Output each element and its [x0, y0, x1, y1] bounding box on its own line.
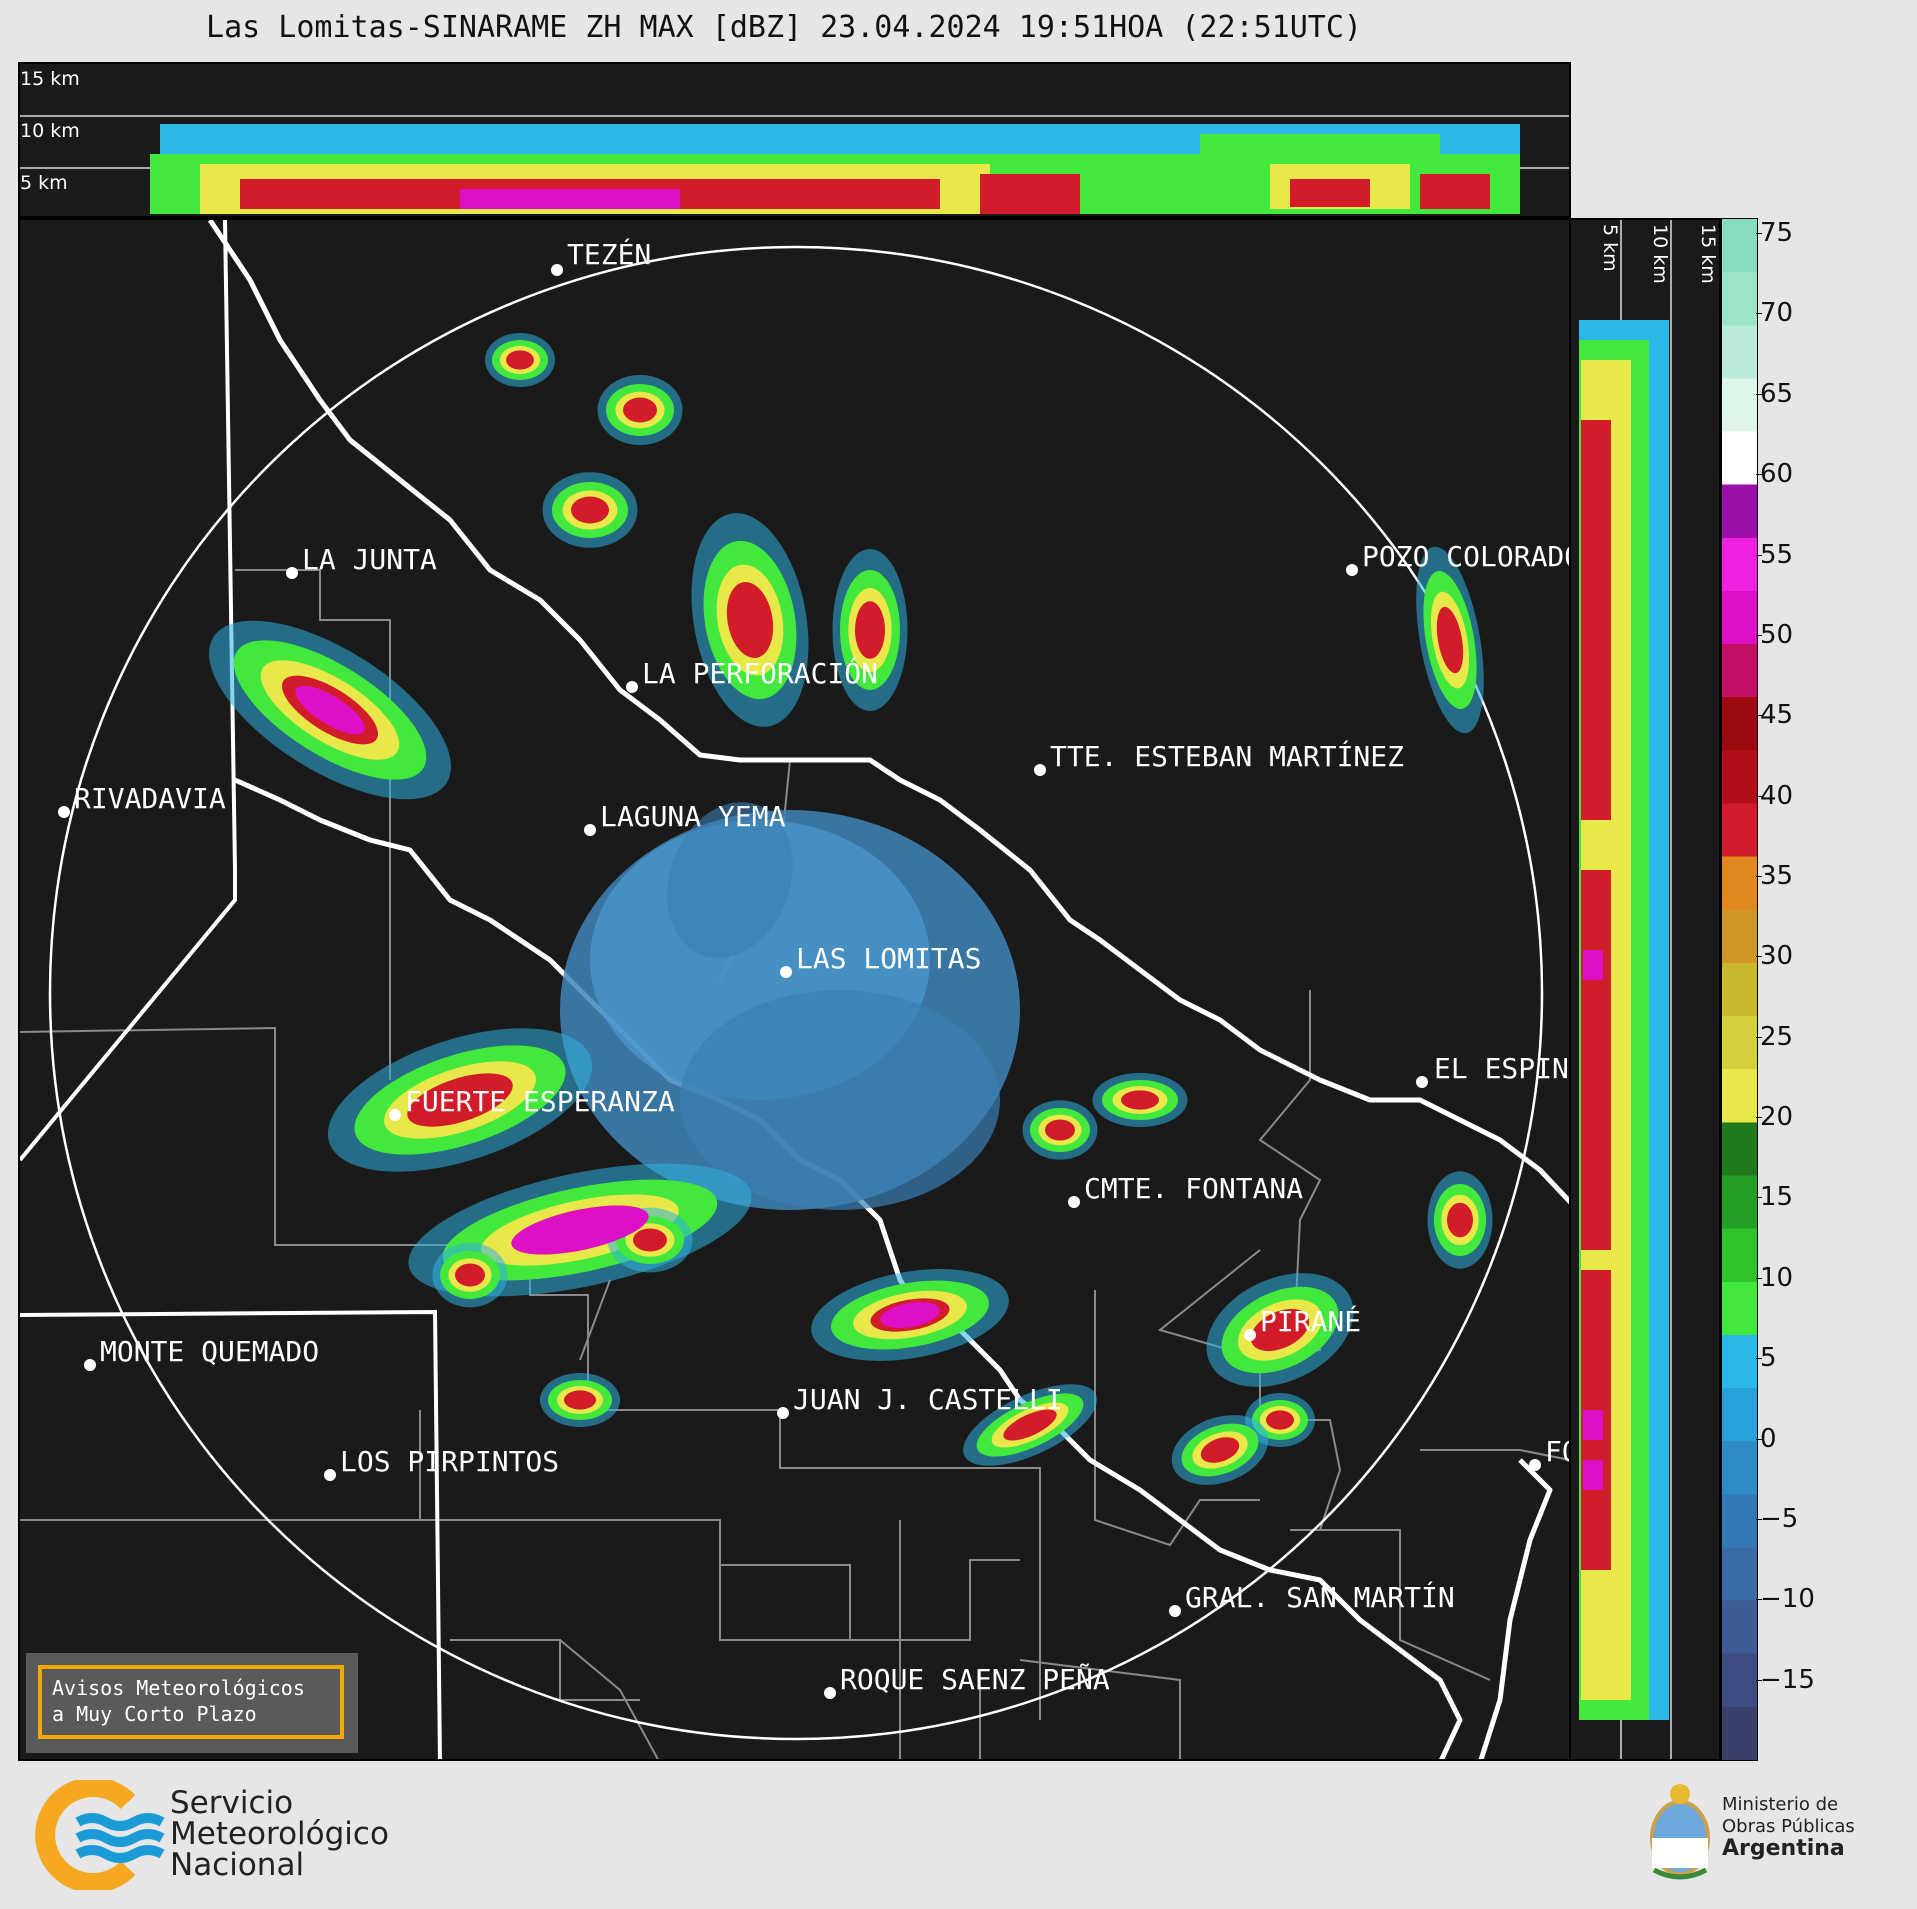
city-label: LAS LOMITAS [796, 942, 981, 975]
colorbar-tick-label: 10 [1760, 1263, 1793, 1293]
city-label: TTE. ESTEBAN MARTÍNEZ [1050, 740, 1404, 773]
coat-of-arms-icon [1640, 1778, 1720, 1888]
city-label: ROQUE SAENZ PEÑA [840, 1663, 1110, 1696]
colorbar-tick-label: −10 [1760, 1584, 1815, 1614]
city-label: MONTE QUEMADO [100, 1335, 319, 1368]
colorbar-tick-label: 65 [1760, 379, 1793, 409]
ministry-logo: Ministerio de Obras Públicas Argentina [1640, 1778, 1900, 1888]
city-marker [1416, 1076, 1428, 1088]
smn-line1: Servicio [170, 1788, 389, 1819]
side-height-label-10km: 10 km [1649, 224, 1671, 284]
city-marker [584, 824, 596, 836]
top-cross-section-panel: 15 km 10 km 5 km [18, 62, 1571, 218]
city-label: FORMOSA [1545, 1435, 1571, 1468]
colorbar-tick-label: 0 [1760, 1424, 1777, 1454]
city-marker [1169, 1605, 1181, 1617]
city-marker [84, 1359, 96, 1371]
city-label: JUAN J. CASTELLI [793, 1383, 1063, 1416]
colorbar-tick-label: 55 [1760, 540, 1793, 570]
city-marker [1034, 764, 1046, 776]
radar-map-svg [20, 220, 1571, 1761]
side-height-label-15km: 15 km [1697, 224, 1719, 284]
city-label: TEZÉN [567, 238, 651, 271]
ministry-line3: Argentina [1722, 1838, 1855, 1860]
side-cross-section-panel: 5 km 10 km 15 km [1569, 218, 1721, 1761]
city-label: LOS PIRPINTOS [340, 1445, 559, 1478]
colorbar-tick-label: 15 [1760, 1182, 1793, 1212]
colorbar-tick-label: 50 [1760, 620, 1793, 650]
page-title: Las Lomitas-SINARAME ZH MAX [dBZ] 23.04.… [0, 10, 1568, 45]
city-marker [551, 264, 563, 276]
city-label: FUERTE ESPERANZA [405, 1085, 675, 1118]
city-label: RIVADAVIA [74, 782, 226, 815]
city-marker [626, 681, 638, 693]
colorbar-tick-label: 25 [1760, 1022, 1793, 1052]
colorbar-tick-label: 60 [1760, 459, 1793, 489]
city-label: PIRANÉ [1260, 1305, 1361, 1338]
smn-line2: Meteorológico [170, 1819, 389, 1850]
city-marker [780, 966, 792, 978]
city-label: LAGUNA YEMA [600, 800, 785, 833]
smn-logo-mark [30, 1780, 170, 1890]
colorbar-tick-label: 75 [1760, 218, 1793, 248]
city-marker [286, 567, 298, 579]
province-boundaries [20, 220, 440, 1761]
colorbar-tick-label: −15 [1760, 1665, 1815, 1695]
smn-logo: Servicio Meteorológico Nacional [30, 1780, 430, 1890]
city-marker [777, 1407, 789, 1419]
side-cross-section-echoes [1571, 220, 1721, 1761]
city-label: GRAL. SAN MARTÍN [1185, 1581, 1455, 1614]
radar-map-panel[interactable]: TEZÉN LA JUNTA POZO COLORADO LA PERFORACIÓN… [18, 218, 1571, 1761]
height-label-10km: 10 km [20, 120, 80, 142]
ministry-line1: Ministerio de [1722, 1794, 1855, 1816]
city-marker [58, 806, 70, 818]
city-marker [1244, 1329, 1256, 1341]
colorbar-tick-label: 20 [1760, 1102, 1793, 1132]
city-label: LA PERFORACIÓN [642, 657, 878, 690]
city-label: EL ESPINILLO [1434, 1052, 1571, 1085]
colorbar-tick-label: 40 [1760, 781, 1793, 811]
side-height-label-5km: 5 km [1599, 224, 1621, 272]
colorbar-tick-label: 30 [1760, 941, 1793, 971]
smn-line3: Nacional [170, 1850, 389, 1881]
city-marker [324, 1469, 336, 1481]
colorbar-tick-label: 5 [1760, 1343, 1777, 1373]
city-marker [824, 1687, 836, 1699]
colorbar-tick-label: 35 [1760, 861, 1793, 891]
city-label: LA JUNTA [302, 543, 437, 576]
city-label: CMTE. FONTANA [1084, 1172, 1303, 1205]
colorbar-tick-label: 45 [1760, 700, 1793, 730]
ministry-line2: Obras Públicas [1722, 1816, 1855, 1838]
city-marker [389, 1109, 401, 1121]
city-marker [1346, 564, 1358, 576]
avisos-line1: Avisos Meteorológicos [52, 1676, 305, 1700]
height-label-15km: 15 km [20, 68, 80, 90]
top-cross-section-echoes [20, 64, 1571, 218]
city-marker [1068, 1196, 1080, 1208]
height-label-5km: 5 km [20, 172, 68, 194]
dbz-colorbar [1721, 218, 1758, 1761]
avisos-line2: a Muy Corto Plazo [52, 1702, 257, 1726]
city-label: POZO COLORADO [1362, 540, 1571, 573]
colorbar-tick-label: −5 [1760, 1504, 1798, 1534]
colorbar-tick-label: 70 [1760, 298, 1793, 328]
city-marker [1529, 1459, 1541, 1471]
avisos-button[interactable]: Avisos Meteorológicos a Muy Corto Plazo [26, 1653, 358, 1753]
